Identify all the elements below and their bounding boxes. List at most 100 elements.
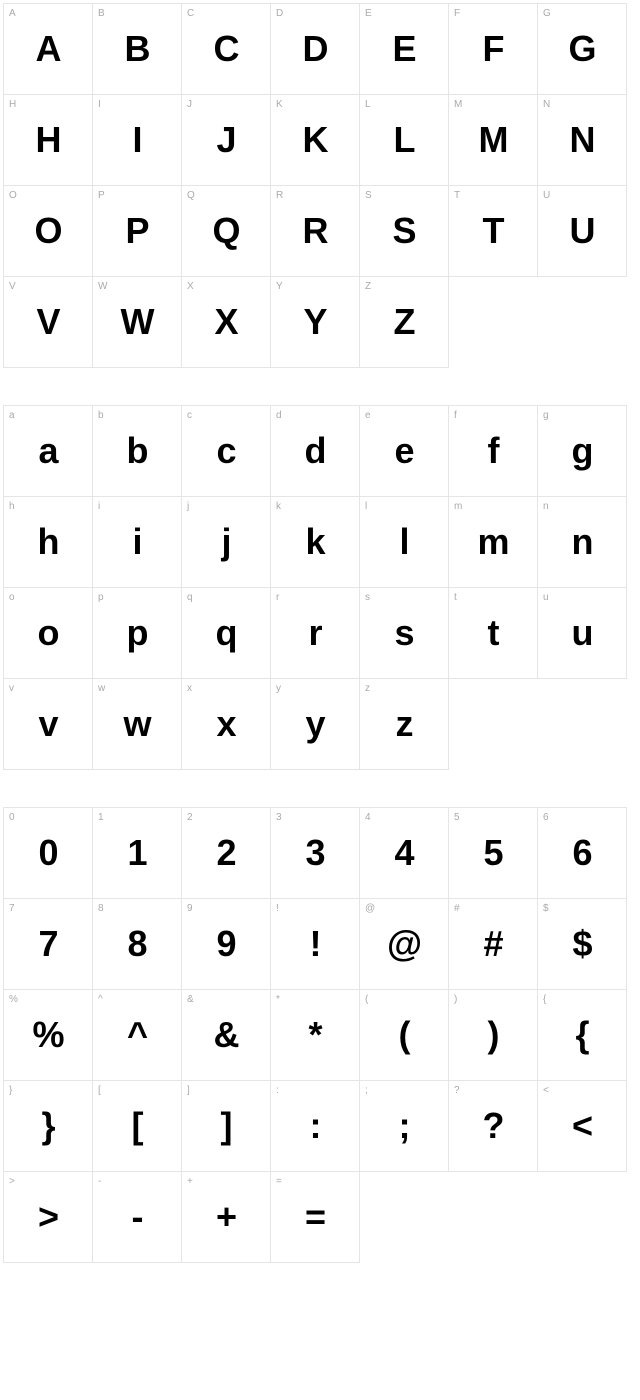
glyph-label: t bbox=[454, 592, 457, 603]
glyph-label: T bbox=[454, 190, 460, 201]
glyph-cell: 00 bbox=[3, 807, 93, 899]
glyph-label: y bbox=[276, 683, 281, 694]
glyph-cell: ff bbox=[448, 405, 538, 497]
glyph-cell: ll bbox=[359, 496, 449, 588]
glyph-label: i bbox=[98, 501, 100, 512]
glyph-cell: (( bbox=[359, 989, 449, 1081]
glyph-cell: == bbox=[270, 1171, 360, 1263]
glyph-display: - bbox=[132, 1196, 143, 1238]
glyph-label: % bbox=[9, 994, 18, 1005]
glyph-label: x bbox=[187, 683, 192, 694]
glyph-cell: xx bbox=[181, 678, 271, 770]
glyph-label: Y bbox=[276, 281, 283, 292]
glyph-cell: UU bbox=[537, 185, 627, 277]
glyph-display: > bbox=[38, 1196, 58, 1238]
glyph-label: b bbox=[98, 410, 104, 421]
glyph-display: ) bbox=[488, 1014, 499, 1056]
glyph-display: z bbox=[396, 703, 413, 745]
glyph-label: e bbox=[365, 410, 371, 421]
glyph-display: 1 bbox=[127, 832, 146, 874]
glyph-cell: HH bbox=[3, 94, 93, 186]
glyph-cell: {{ bbox=[537, 989, 627, 1081]
glyph-cell: RR bbox=[270, 185, 360, 277]
glyph-label: p bbox=[98, 592, 104, 603]
glyph-display: 6 bbox=[572, 832, 591, 874]
glyph-cell: 77 bbox=[3, 898, 93, 990]
glyph-display: ( bbox=[399, 1014, 410, 1056]
glyph-display: s bbox=[394, 612, 413, 654]
glyph-cell: KK bbox=[270, 94, 360, 186]
glyph-label: } bbox=[9, 1085, 12, 1096]
glyph-display: C bbox=[214, 28, 239, 70]
glyph-cell: ** bbox=[270, 989, 360, 1081]
glyph-cell: AA bbox=[3, 3, 93, 95]
glyph-display: % bbox=[32, 1014, 63, 1056]
glyph-label: A bbox=[9, 8, 16, 19]
glyph-display: P bbox=[125, 210, 148, 252]
glyph-display: h bbox=[38, 521, 59, 563]
glyph-cell: FF bbox=[448, 3, 538, 95]
glyph-cell: zz bbox=[359, 678, 449, 770]
glyph-display: Z bbox=[394, 301, 415, 343]
glyph-cell: YY bbox=[270, 276, 360, 368]
glyph-cell: jj bbox=[181, 496, 271, 588]
glyph-label: r bbox=[276, 592, 279, 603]
glyph-cell: 66 bbox=[537, 807, 627, 899]
glyph-label: W bbox=[98, 281, 107, 292]
glyph-label: ( bbox=[365, 994, 368, 1005]
glyph-label: U bbox=[543, 190, 550, 201]
glyph-cell: 22 bbox=[181, 807, 271, 899]
glyph-cell: MM bbox=[448, 94, 538, 186]
glyph-display: f bbox=[488, 430, 499, 472]
glyph-display: 0 bbox=[38, 832, 57, 874]
glyph-display: g bbox=[572, 430, 593, 472]
glyph-cell: vv bbox=[3, 678, 93, 770]
glyph-display: ; bbox=[399, 1105, 410, 1147]
glyph-display: d bbox=[305, 430, 326, 472]
glyph-label: 3 bbox=[276, 812, 282, 823]
glyph-display: N bbox=[570, 119, 595, 161]
glyph-display: 4 bbox=[394, 832, 413, 874]
glyph-display: ? bbox=[483, 1105, 504, 1147]
glyph-display: X bbox=[214, 301, 237, 343]
glyph-label: > bbox=[9, 1176, 15, 1187]
glyph-label: 7 bbox=[9, 903, 15, 914]
glyph-display: @ bbox=[387, 923, 421, 965]
glyph-label: & bbox=[187, 994, 194, 1005]
glyph-label: E bbox=[365, 8, 372, 19]
glyph-label: Z bbox=[365, 281, 371, 292]
glyph-grid: 00112233445566778899!!@@##$$%%^^&&**(())… bbox=[4, 808, 636, 1263]
glyph-label: ; bbox=[365, 1085, 368, 1096]
glyph-cell: kk bbox=[270, 496, 360, 588]
glyph-display: + bbox=[216, 1196, 236, 1238]
glyph-display: Y bbox=[303, 301, 326, 343]
glyph-display: o bbox=[38, 612, 59, 654]
glyph-label: @ bbox=[365, 903, 375, 914]
glyph-grid: AABBCCDDEEFFGGHHIIJJKKLLMMNNOOPPQQRRSSTT… bbox=[4, 4, 636, 368]
glyph-label: L bbox=[365, 99, 371, 110]
glyph-label: O bbox=[9, 190, 17, 201]
glyph-label: < bbox=[543, 1085, 549, 1096]
glyph-cell: PP bbox=[92, 185, 182, 277]
glyph-label: h bbox=[9, 501, 15, 512]
glyph-cell: ss bbox=[359, 587, 449, 679]
glyph-display: * bbox=[308, 1014, 321, 1056]
glyph-label: ^ bbox=[98, 994, 103, 1005]
glyph-display: { bbox=[575, 1014, 588, 1056]
glyph-display: F bbox=[483, 28, 504, 70]
glyph-cell: hh bbox=[3, 496, 93, 588]
glyph-display: 7 bbox=[38, 923, 57, 965]
glyph-display: p bbox=[127, 612, 148, 654]
glyph-label: S bbox=[365, 190, 372, 201]
glyph-label: K bbox=[276, 99, 283, 110]
glyph-display: m bbox=[477, 521, 508, 563]
glyph-display: r bbox=[308, 612, 321, 654]
glyph-label: ? bbox=[454, 1085, 460, 1096]
glyph-display: c bbox=[216, 430, 235, 472]
glyph-cell: GG bbox=[537, 3, 627, 95]
glyph-cell: NN bbox=[537, 94, 627, 186]
glyph-label: P bbox=[98, 190, 105, 201]
glyph-cell: 44 bbox=[359, 807, 449, 899]
glyph-display: ! bbox=[310, 923, 321, 965]
glyph-label: ! bbox=[276, 903, 279, 914]
